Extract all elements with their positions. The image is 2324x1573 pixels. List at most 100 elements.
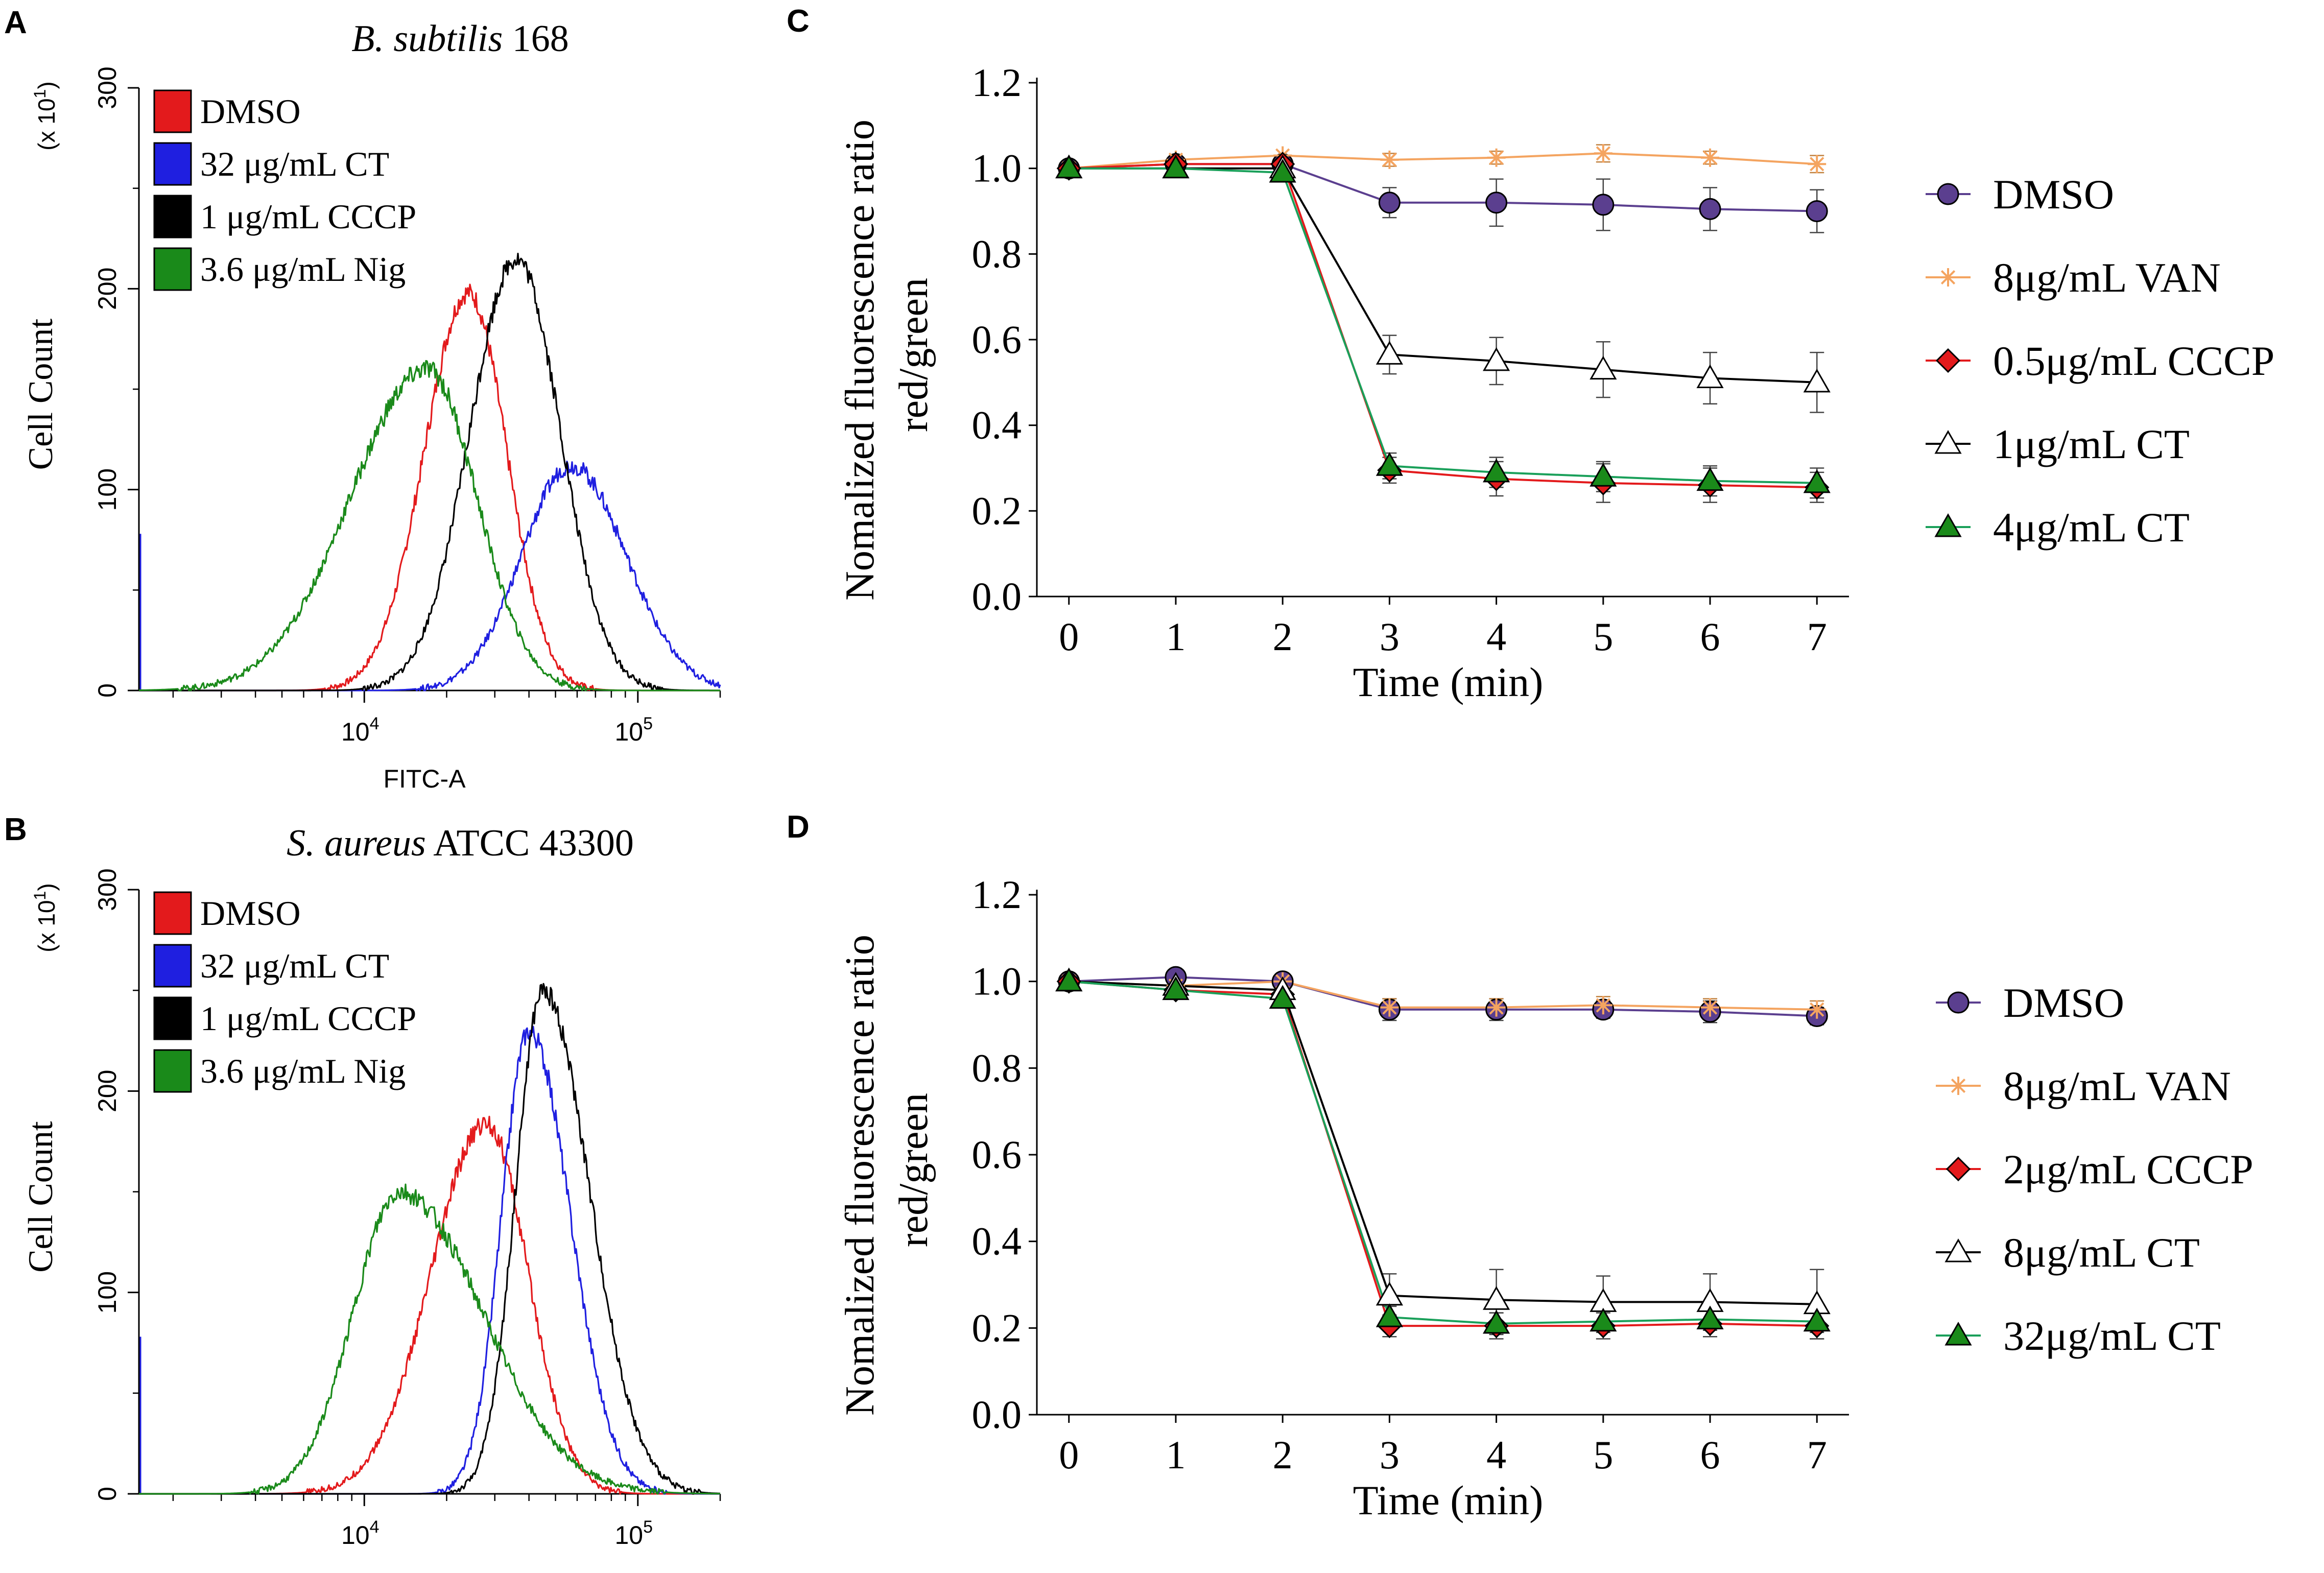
y-tick-label-b: 200: [93, 1070, 122, 1112]
data-point-d-32-g-ml-ct: [1803, 1307, 1831, 1332]
legend-swatch-a-3-6-g-ml-nig: [153, 247, 192, 291]
data-point-c-4-g-ml-ct: [1590, 463, 1617, 487]
y-tick-label-d: 0.0: [972, 1392, 1022, 1437]
y-tick-label-d: 0.2: [972, 1305, 1022, 1350]
x-tick-label-d: 5: [1593, 1433, 1613, 1477]
data-point-d-32-g-ml-ct: [1269, 985, 1296, 1009]
legend-label-d-2-g-ml-cccp: 2μg/mL CCCP: [2003, 1146, 2254, 1193]
data-point-d-8-g-ml-van: [1808, 1000, 1827, 1019]
x-tick-label-c: 7: [1807, 614, 1827, 659]
legend-label-c-dmso: DMSO: [1993, 171, 2114, 218]
x-tick-label-b: 105: [615, 1517, 653, 1550]
data-point-d-8-g-ml-van: [1594, 996, 1612, 1015]
y-tick-label-a: 200: [93, 268, 122, 310]
data-point-c-dmso: [1806, 200, 1828, 222]
series-line-d-dmso: [1069, 976, 1817, 1017]
y-tick-label-a: 0: [93, 683, 122, 698]
data-point-c-4-g-ml-ct: [1055, 154, 1083, 179]
legend-marker-d-8-g-ml-ct: [1944, 1238, 1972, 1262]
panel-d: D 0.0 0.2 0.4 0.6 0.8 1.0 1.2 0 1 2 3 4 5 6 7 Time (min)…: [787, 809, 2254, 1523]
y-axis-label-2-d: red/green: [891, 1093, 936, 1247]
panel-label-b: B: [4, 812, 27, 847]
data-point-c-1-g-ml-ct: [1590, 355, 1617, 380]
legend-label-d-32-g-ml-ct: 32μg/mL CT: [2003, 1313, 2221, 1359]
legend-label-d-8-g-ml-van: 8μg/mL VAN: [2003, 1063, 2231, 1109]
data-point-d-32-g-ml-ct: [1055, 967, 1083, 992]
data-point-c-1-g-ml-ct: [1803, 368, 1831, 393]
y-multiplier-b: (x 101): [31, 883, 60, 952]
x-axis-label-d: Time (min): [1353, 1477, 1544, 1523]
series-line-c-8-g-ml-van: [1069, 152, 1817, 170]
data-point-c-8-g-ml-van: [1594, 144, 1612, 163]
legend-label-c-0-5-g-ml-cccp: 0.5μg/mL CCCP: [1993, 338, 2274, 384]
x-tick-label-c: 3: [1380, 614, 1400, 659]
legend-marker-d-32-g-ml-ct: [1944, 1321, 1972, 1346]
x-axis-label-c: Time (min): [1353, 659, 1544, 705]
y-tick-label-d: 0.6: [972, 1132, 1022, 1177]
legend-swatch-a-1-g-ml-cccp: [153, 195, 192, 239]
y-axis-label-d: Nomalized fluorescence ratio: [838, 935, 883, 1416]
y-tick-label-c: 0.4: [972, 403, 1022, 447]
panel-label-d: D: [787, 809, 810, 845]
y-tick-label-c: 1.2: [972, 60, 1022, 105]
x-tick-label-c: 1: [1166, 614, 1185, 659]
legend-label-b-dmso: DMSO: [200, 894, 301, 933]
legend-label-c-1-g-ml-ct: 1μg/mL CT: [1993, 421, 2190, 467]
legend-swatch-b-3-6-g-ml-nig: [153, 1049, 192, 1093]
chart-title-a: B. subtilis 168: [351, 18, 569, 60]
series-line-d-32-g-ml-ct: [1069, 980, 1817, 1325]
legend-marker-d-dmso: [1947, 991, 1970, 1014]
legend-swatch-a-dmso: [153, 89, 192, 133]
data-point-c-8-g-ml-van: [1701, 148, 1719, 167]
data-point-c-dmso: [1378, 192, 1401, 214]
legend-label-a-1-g-ml-cccp: 1 μg/mL CCCP: [200, 197, 416, 236]
y-tick-label-d: 1.2: [972, 872, 1022, 917]
series-line-d-8-g-ml-van: [1069, 980, 1817, 1011]
histogram-curve-a-3-6-g-ml-nig: [138, 360, 720, 692]
data-point-d-32-g-ml-ct: [1696, 1305, 1724, 1329]
data-point-c-dmso: [1699, 198, 1721, 220]
y-axis-label-a: Cell Count: [21, 319, 60, 470]
y-axis-label-c: Nomalized fluorescence ratio: [838, 120, 883, 601]
legend-swatch-a-32-g-ml-ct: [153, 142, 192, 186]
data-point-c-dmso: [1592, 194, 1615, 216]
data-point-c-4-g-ml-ct: [1162, 154, 1190, 179]
data-point-c-4-g-ml-ct: [1269, 159, 1296, 183]
series-line-c-0-5-g-ml-cccp: [1069, 163, 1817, 489]
histogram-curve-b-3-6-g-ml-nig: [139, 1183, 720, 1495]
data-point-d-32-g-ml-ct: [1590, 1307, 1617, 1332]
data-point-c-1-g-ml-ct: [1483, 347, 1510, 371]
legend-marker-c-4-g-ml-ct: [1934, 513, 1962, 537]
panel-b: B S. aureus ATCC 43300 0 100 200 300 (x 101) Ce…: [4, 812, 721, 1573]
y-multiplier-a: (x 101): [31, 81, 60, 150]
y-axis-label-b: Cell Count: [21, 1121, 60, 1273]
data-point-c-4-g-ml-ct: [1803, 469, 1831, 493]
data-point-d-32-g-ml-ct: [1162, 976, 1190, 1000]
x-tick-label-c: 6: [1700, 614, 1720, 659]
legend-label-d-8-g-ml-ct: 8μg/mL CT: [2003, 1229, 2200, 1276]
histogram-curve-a-1-g-ml-cccp: [139, 252, 720, 692]
series-line-c-4-g-ml-ct: [1069, 167, 1817, 484]
y-tick-label-a: 300: [93, 66, 122, 109]
legend-label-b-1-g-ml-cccp: 1 μg/mL CCCP: [200, 999, 416, 1038]
legend-label-d-dmso: DMSO: [2003, 980, 2124, 1026]
x-tick-label-d: 0: [1059, 1433, 1079, 1477]
chart-title-b: S. aureus ATCC 43300: [287, 822, 634, 864]
legend-marker-c-0-5-g-ml-cccp: [1935, 348, 1961, 373]
legend-swatch-b-32-g-ml-ct: [153, 944, 192, 988]
data-point-c-4-g-ml-ct: [1483, 458, 1510, 483]
x-tick-label-d: 2: [1273, 1433, 1293, 1477]
legend-swatch-b-dmso: [153, 891, 192, 935]
y-tick-label-c: 0.8: [972, 231, 1022, 276]
data-point-d-8-g-ml-van: [1380, 998, 1399, 1017]
y-tick-label-c: 0.0: [972, 574, 1022, 618]
x-tick-label-c: 4: [1486, 614, 1506, 659]
series-line-d-8-g-ml-ct: [1069, 980, 1817, 1305]
x-axis-label-b: FITC-A: [383, 1568, 466, 1573]
x-tick-label-d: 1: [1166, 1433, 1185, 1477]
legend-label-b-3-6-g-ml-nig: 3.6 μg/mL Nig: [200, 1052, 406, 1090]
x-tick-label-c: 5: [1593, 614, 1613, 659]
y-tick-label-b: 0: [93, 1487, 122, 1501]
legend-swatch-b-1-g-ml-cccp: [153, 996, 192, 1040]
